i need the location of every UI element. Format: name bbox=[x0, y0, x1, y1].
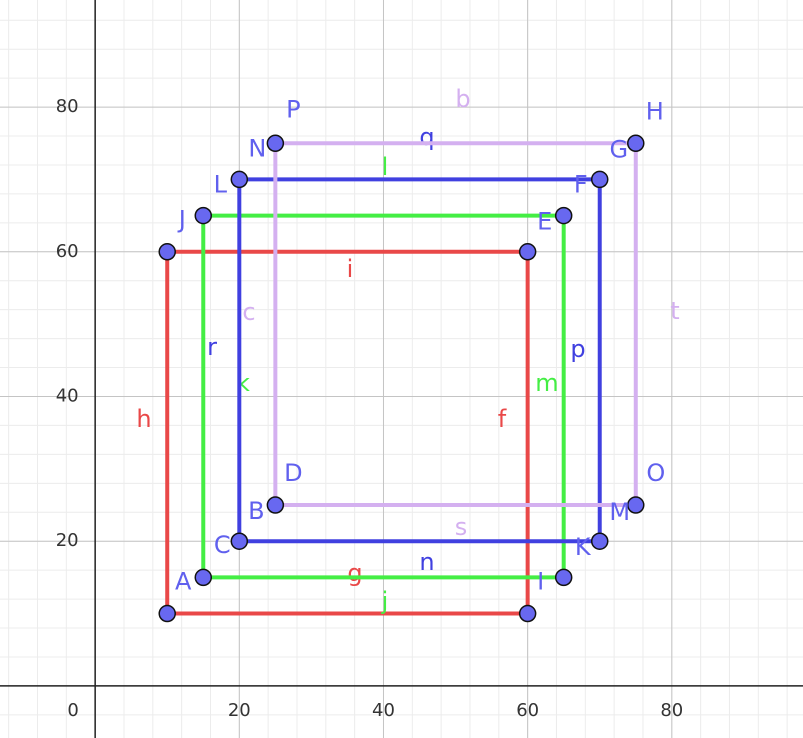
point bbox=[627, 134, 645, 153]
segment-label: s bbox=[455, 513, 468, 541]
point-label: B bbox=[248, 497, 264, 525]
point bbox=[230, 532, 249, 550]
segment-label: j bbox=[381, 587, 389, 615]
segment-label: t bbox=[670, 297, 679, 325]
point bbox=[590, 170, 609, 189]
segment-label: r bbox=[207, 333, 217, 361]
y-tick-label: 20 bbox=[56, 530, 79, 551]
point bbox=[627, 496, 645, 514]
x-tick-label: 20 bbox=[228, 700, 251, 721]
point-label: P bbox=[286, 95, 300, 123]
point-label: D bbox=[284, 459, 302, 487]
point bbox=[266, 496, 285, 514]
point-label: I bbox=[537, 567, 544, 595]
segment-label: l bbox=[382, 153, 389, 181]
point bbox=[194, 568, 213, 587]
y-tick-label: 60 bbox=[56, 241, 79, 262]
segment-label: g bbox=[347, 559, 362, 587]
point-label: C bbox=[214, 531, 231, 559]
point-label: L bbox=[214, 170, 228, 198]
point bbox=[554, 568, 573, 587]
segment-label: n bbox=[419, 548, 434, 576]
point-label: G bbox=[609, 135, 628, 163]
segment-label: h bbox=[136, 405, 151, 433]
segment-label: q bbox=[419, 123, 434, 151]
point-label: A bbox=[175, 567, 192, 595]
x-tick-label: 40 bbox=[372, 700, 395, 721]
segment-label: p bbox=[570, 335, 585, 363]
segment-label: i bbox=[347, 255, 354, 283]
y-tick-label: 80 bbox=[56, 96, 79, 117]
point-label: F bbox=[574, 170, 588, 198]
point bbox=[230, 170, 249, 189]
segment-label: m bbox=[535, 369, 558, 397]
point bbox=[194, 206, 213, 225]
segment-label: b bbox=[455, 85, 470, 113]
point bbox=[158, 604, 176, 623]
point-label: E bbox=[537, 208, 552, 236]
point bbox=[518, 604, 537, 623]
x-tick-label: 0 bbox=[67, 700, 78, 721]
segment-label: c bbox=[242, 298, 255, 326]
point bbox=[554, 206, 573, 225]
x-tick-label: 80 bbox=[660, 700, 683, 721]
point bbox=[518, 243, 537, 261]
y-tick-label: 40 bbox=[56, 385, 79, 406]
point-label: J bbox=[177, 206, 186, 234]
point bbox=[266, 134, 285, 153]
segment-label: f bbox=[498, 405, 507, 433]
point-label: N bbox=[248, 134, 266, 162]
point bbox=[158, 243, 176, 261]
point bbox=[590, 532, 609, 550]
point-label: H bbox=[646, 97, 664, 125]
x-tick-label: 60 bbox=[516, 700, 539, 721]
point-label: O bbox=[646, 459, 665, 487]
point-label: M bbox=[609, 498, 630, 526]
point-label: K bbox=[575, 533, 592, 561]
